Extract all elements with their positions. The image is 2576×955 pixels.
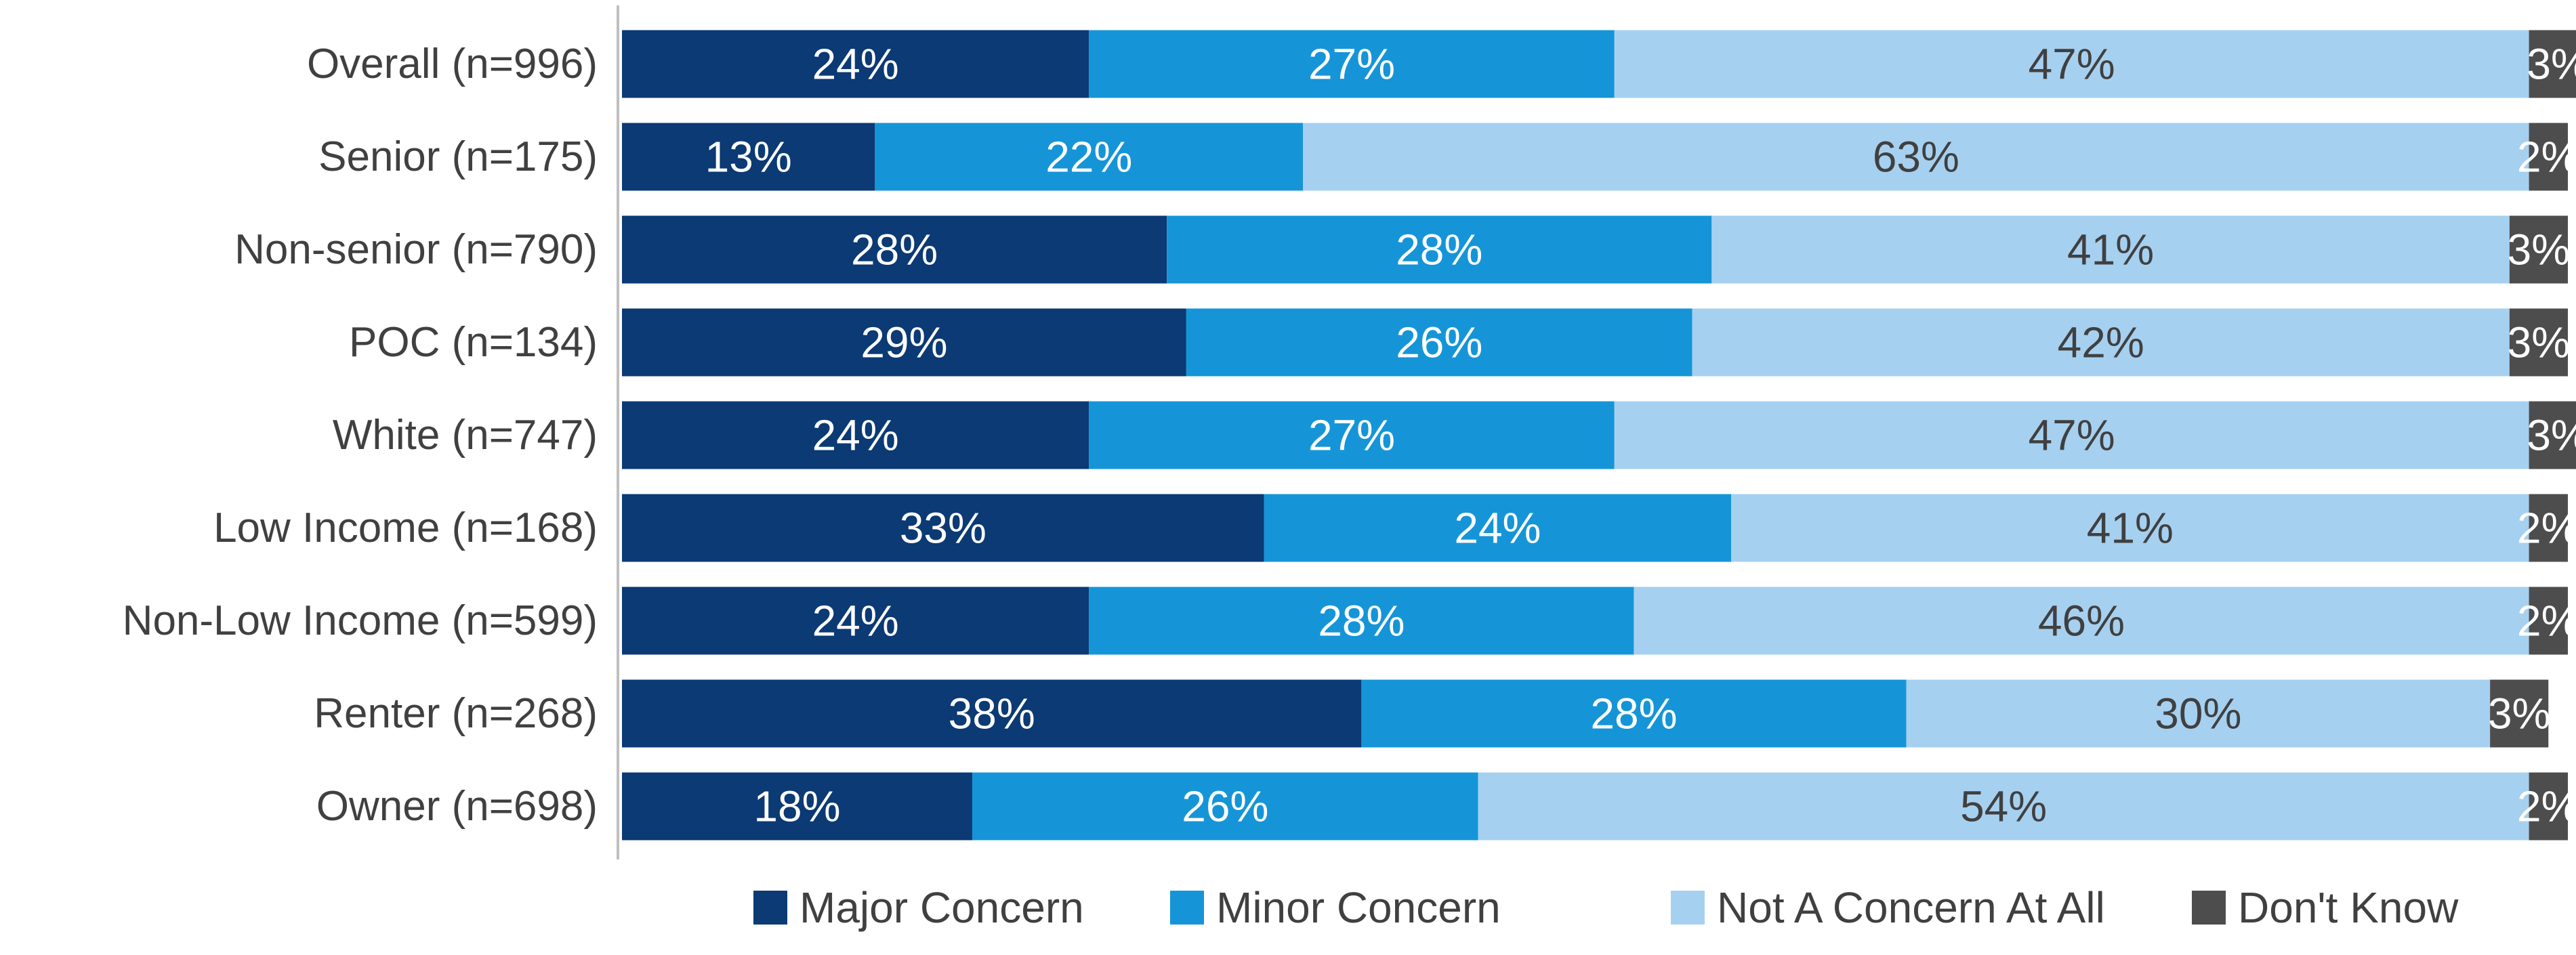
data-label: 3% (2508, 318, 2571, 367)
legend-label: Not A Concern At All (1717, 883, 2105, 932)
data-label: 28% (1396, 226, 1482, 274)
bar-segment-major-concern (622, 679, 1362, 748)
category-label: Non-Low Income (n=599) (123, 597, 598, 644)
data-label: 30% (2155, 689, 2241, 738)
bar-segment-not-a-concern-at-all (1711, 215, 2510, 284)
data-label: 26% (1182, 782, 1268, 831)
bar-segment-minor-concern (875, 123, 1304, 191)
data-label: 28% (1318, 597, 1405, 645)
data-label: 46% (2038, 597, 2125, 645)
category-label: Non-senior (n=790) (234, 226, 598, 273)
bar-segment-major-concern (622, 30, 1089, 98)
category-label: POC (n=134) (349, 319, 598, 366)
data-label: 29% (860, 318, 947, 367)
data-label: 47% (2029, 411, 2115, 460)
data-label: 27% (1308, 40, 1395, 89)
bar-segment-don-t-know (2529, 30, 2576, 98)
data-label: 26% (1396, 318, 1482, 367)
bar-segment-don-t-know (2529, 123, 2568, 191)
bar-segment-not-a-concern-at-all (1692, 308, 2510, 377)
bar-segment-minor-concern (1089, 30, 1615, 98)
data-label: 22% (1045, 133, 1132, 182)
data-label: 18% (753, 782, 840, 831)
bar-segment-minor-concern (1361, 679, 1907, 748)
category-label: Senior (n=175) (318, 133, 598, 180)
bar-segment-not-a-concern-at-all (1614, 401, 2529, 469)
data-label: 28% (1590, 689, 1677, 738)
bar-segment-don-t-know (2509, 308, 2568, 377)
bar-segment-not-a-concern-at-all (1614, 30, 2529, 98)
category-label: Renter (n=268) (314, 690, 598, 737)
bar-segment-minor-concern (1089, 587, 1634, 655)
data-label: 24% (812, 40, 899, 89)
data-label: 41% (2067, 226, 2154, 274)
bar-segment-major-concern (622, 215, 1167, 284)
bar-segment-minor-concern (972, 772, 1478, 841)
bar-segment-don-t-know (2490, 679, 2549, 748)
bar-segment-minor-concern (1167, 215, 1712, 284)
bar-segment-don-t-know (2529, 401, 2576, 469)
data-label: 27% (1308, 411, 1395, 460)
legend-label: Don't Know (2238, 883, 2459, 932)
data-label: 3% (2508, 226, 2571, 274)
bar-segment-not-a-concern-at-all (1731, 494, 2529, 562)
data-label: 41% (2087, 504, 2174, 553)
category-label: Low Income (n=168) (213, 505, 598, 551)
data-label: 2% (2517, 504, 2576, 553)
data-label: 63% (1873, 133, 1959, 182)
category-label: Owner (n=698) (316, 783, 598, 830)
legend-swatch (1170, 891, 1204, 925)
category-labels: Overall (n=996) Senior (n=175) Non-senior … (123, 5, 619, 860)
bar-segment-not-a-concern-at-all (1634, 587, 2529, 655)
category-label: Overall (n=996) (307, 41, 598, 87)
bar-segment-major-concern (622, 123, 875, 191)
data-label: 38% (949, 689, 1035, 738)
bar-segment-not-a-concern-at-all (1303, 123, 2529, 191)
legend-swatch (1671, 891, 1705, 925)
bar-segment-major-concern (622, 494, 1264, 562)
bar-segment-major-concern (622, 308, 1186, 377)
legend: Major Concern Minor Concern Not A Concern … (753, 883, 2459, 932)
data-label: 3% (2527, 40, 2576, 89)
bar-segment-don-t-know (2529, 494, 2568, 562)
data-label: 47% (2029, 40, 2115, 89)
data-label: 3% (2488, 689, 2551, 738)
data-label: 13% (705, 133, 792, 182)
data-label: 24% (1454, 504, 1541, 553)
bar-segment-major-concern (622, 587, 1089, 655)
data-label: 28% (851, 226, 938, 274)
category-label: White (n=747) (333, 412, 598, 459)
data-label: 54% (1960, 782, 2047, 831)
data-label: 2% (2517, 782, 2576, 831)
bar-segment-major-concern (622, 401, 1089, 469)
bar-segment-minor-concern (1186, 308, 1692, 377)
bar-segment-don-t-know (2529, 772, 2568, 841)
legend-label: Major Concern (799, 883, 1084, 932)
bar-segment-major-concern (622, 772, 972, 841)
bar-segment-don-t-know (2529, 587, 2568, 655)
data-label: 33% (900, 504, 986, 553)
bar-segment-not-a-concern-at-all (1478, 772, 2529, 841)
legend-label: Minor Concern (1216, 883, 1501, 932)
legend-swatch (753, 891, 787, 925)
bar-segment-minor-concern (1264, 494, 1732, 562)
data-label: 2% (2517, 133, 2576, 182)
data-label: 24% (812, 597, 899, 645)
bar-segment-minor-concern (1089, 401, 1615, 469)
data-label: 24% (812, 411, 899, 460)
bars-layer: 24% 27% 47% 3% 13% 22% 63% 2% 28% 28% 41% 3% 29% 26% 4… (622, 30, 2576, 841)
data-label: 42% (2058, 318, 2144, 367)
legend-swatch (2192, 891, 2226, 925)
bar-segment-not-a-concern-at-all (1906, 679, 2491, 748)
data-label: 2% (2517, 597, 2576, 645)
data-label: 3% (2527, 411, 2576, 460)
bar-segment-don-t-know (2509, 215, 2568, 284)
